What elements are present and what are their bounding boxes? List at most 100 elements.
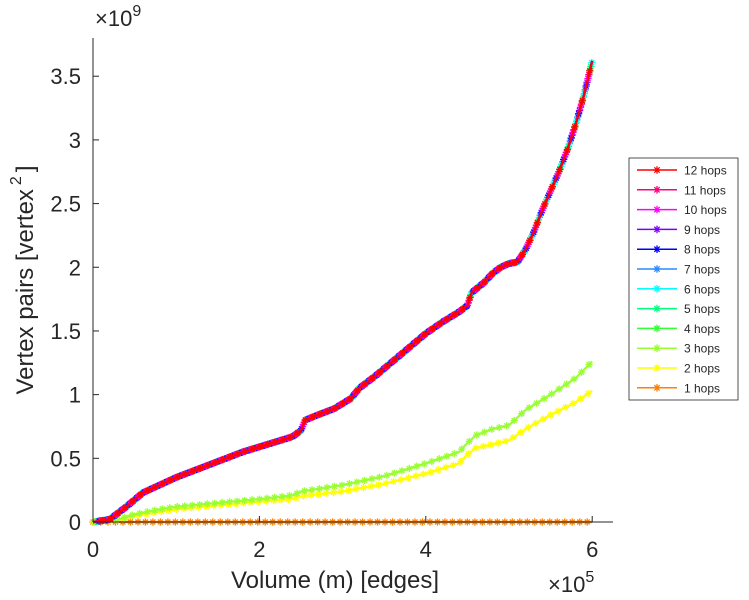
y-tick-label: 0 [69, 510, 81, 535]
data-point [479, 442, 487, 450]
data-point [189, 467, 197, 475]
data-point [219, 455, 227, 464]
data-point [406, 343, 414, 351]
data-point [143, 508, 151, 516]
legend-label: 6 hops [684, 282, 720, 296]
series-line [92, 60, 594, 524]
legend-marker [653, 245, 661, 253]
legend-label: 2 hops [684, 362, 720, 376]
data-point [217, 501, 225, 509]
data-point [578, 97, 586, 105]
data-point [427, 468, 435, 476]
data-point [465, 437, 473, 445]
series-line [92, 60, 594, 524]
data-point [211, 458, 219, 467]
data-point [457, 457, 465, 466]
data-point [338, 481, 346, 489]
data-point [524, 423, 532, 432]
legend-item: 3 hops [637, 342, 720, 356]
data-point [413, 336, 422, 345]
data-point [211, 499, 219, 507]
data-point [510, 416, 518, 425]
data-point [279, 436, 287, 444]
y-axis-label-group: Vertex pairs [vertex2] [8, 166, 39, 395]
data-point [292, 494, 300, 502]
data-point [345, 480, 354, 488]
legend-item: 11 hops [637, 183, 726, 197]
data-point [286, 433, 294, 442]
data-point [255, 498, 263, 506]
data-point [398, 467, 406, 475]
x-axis-label: Volume (m) [edges] [231, 567, 439, 594]
data-point [165, 506, 173, 514]
legend-label: 3 hops [684, 342, 720, 356]
data-point [301, 416, 309, 424]
data-point [240, 499, 248, 507]
data-point [203, 500, 211, 508]
data-point [113, 515, 121, 524]
data-point [473, 431, 481, 439]
data-point [315, 485, 324, 493]
legend-item: 5 hops [637, 302, 720, 316]
data-point [420, 460, 428, 468]
data-point [314, 490, 323, 498]
data-point [166, 504, 174, 512]
data-point [577, 368, 586, 376]
x-tick-label: 0 [87, 537, 99, 562]
data-point [443, 452, 451, 460]
x-tick-label: 2 [253, 537, 265, 562]
legend-label: 10 hops [684, 203, 727, 217]
legend-item: 7 hops [637, 263, 720, 277]
ticks: 0 2 4 6 0 0.5 1 1.5 2 2.5 3 3.5 [50, 64, 598, 562]
data-point [344, 486, 353, 494]
data-point [158, 505, 166, 513]
data-point [412, 472, 420, 480]
data-point [196, 500, 204, 509]
data-point [352, 485, 360, 493]
data-point [547, 390, 556, 398]
legend-label: 7 hops [684, 263, 720, 277]
data-point [121, 513, 129, 521]
y-axis-label-close: ] [12, 166, 39, 173]
data-point [330, 482, 339, 490]
data-point [397, 476, 405, 484]
series-line [92, 389, 593, 524]
data-point [278, 492, 286, 501]
data-point [547, 411, 555, 419]
data-point [308, 486, 316, 494]
data-point [339, 399, 347, 408]
data-point [367, 482, 375, 490]
data-point [563, 146, 571, 154]
data-point [294, 429, 302, 437]
series-12-hops [92, 60, 594, 525]
data-point [234, 450, 242, 458]
legend-marker [653, 285, 661, 293]
series-line [92, 60, 594, 524]
legend-marker [653, 364, 661, 372]
data-point [466, 293, 474, 302]
data-point [346, 395, 354, 403]
data-point [323, 483, 331, 492]
data-point [517, 428, 525, 437]
data-point [541, 200, 549, 208]
data-point [359, 483, 368, 492]
data-point [226, 498, 234, 506]
data-point [210, 502, 218, 510]
data-point [480, 428, 488, 436]
data-point [413, 462, 421, 470]
data-point [195, 503, 203, 511]
data-point [451, 310, 459, 318]
data-point [458, 445, 466, 453]
series-line [92, 60, 594, 524]
y-axis-label-superscript: 2 [8, 176, 25, 185]
data-point [496, 264, 504, 272]
series-3-hops [91, 360, 593, 526]
data-point [464, 450, 472, 458]
y-tick-label: 0.5 [50, 446, 81, 471]
data-point [570, 375, 578, 383]
y-tick-label: 1 [69, 383, 81, 408]
data-point [151, 483, 160, 491]
y-tick-label: 1.5 [50, 319, 81, 344]
data-point [540, 395, 548, 403]
